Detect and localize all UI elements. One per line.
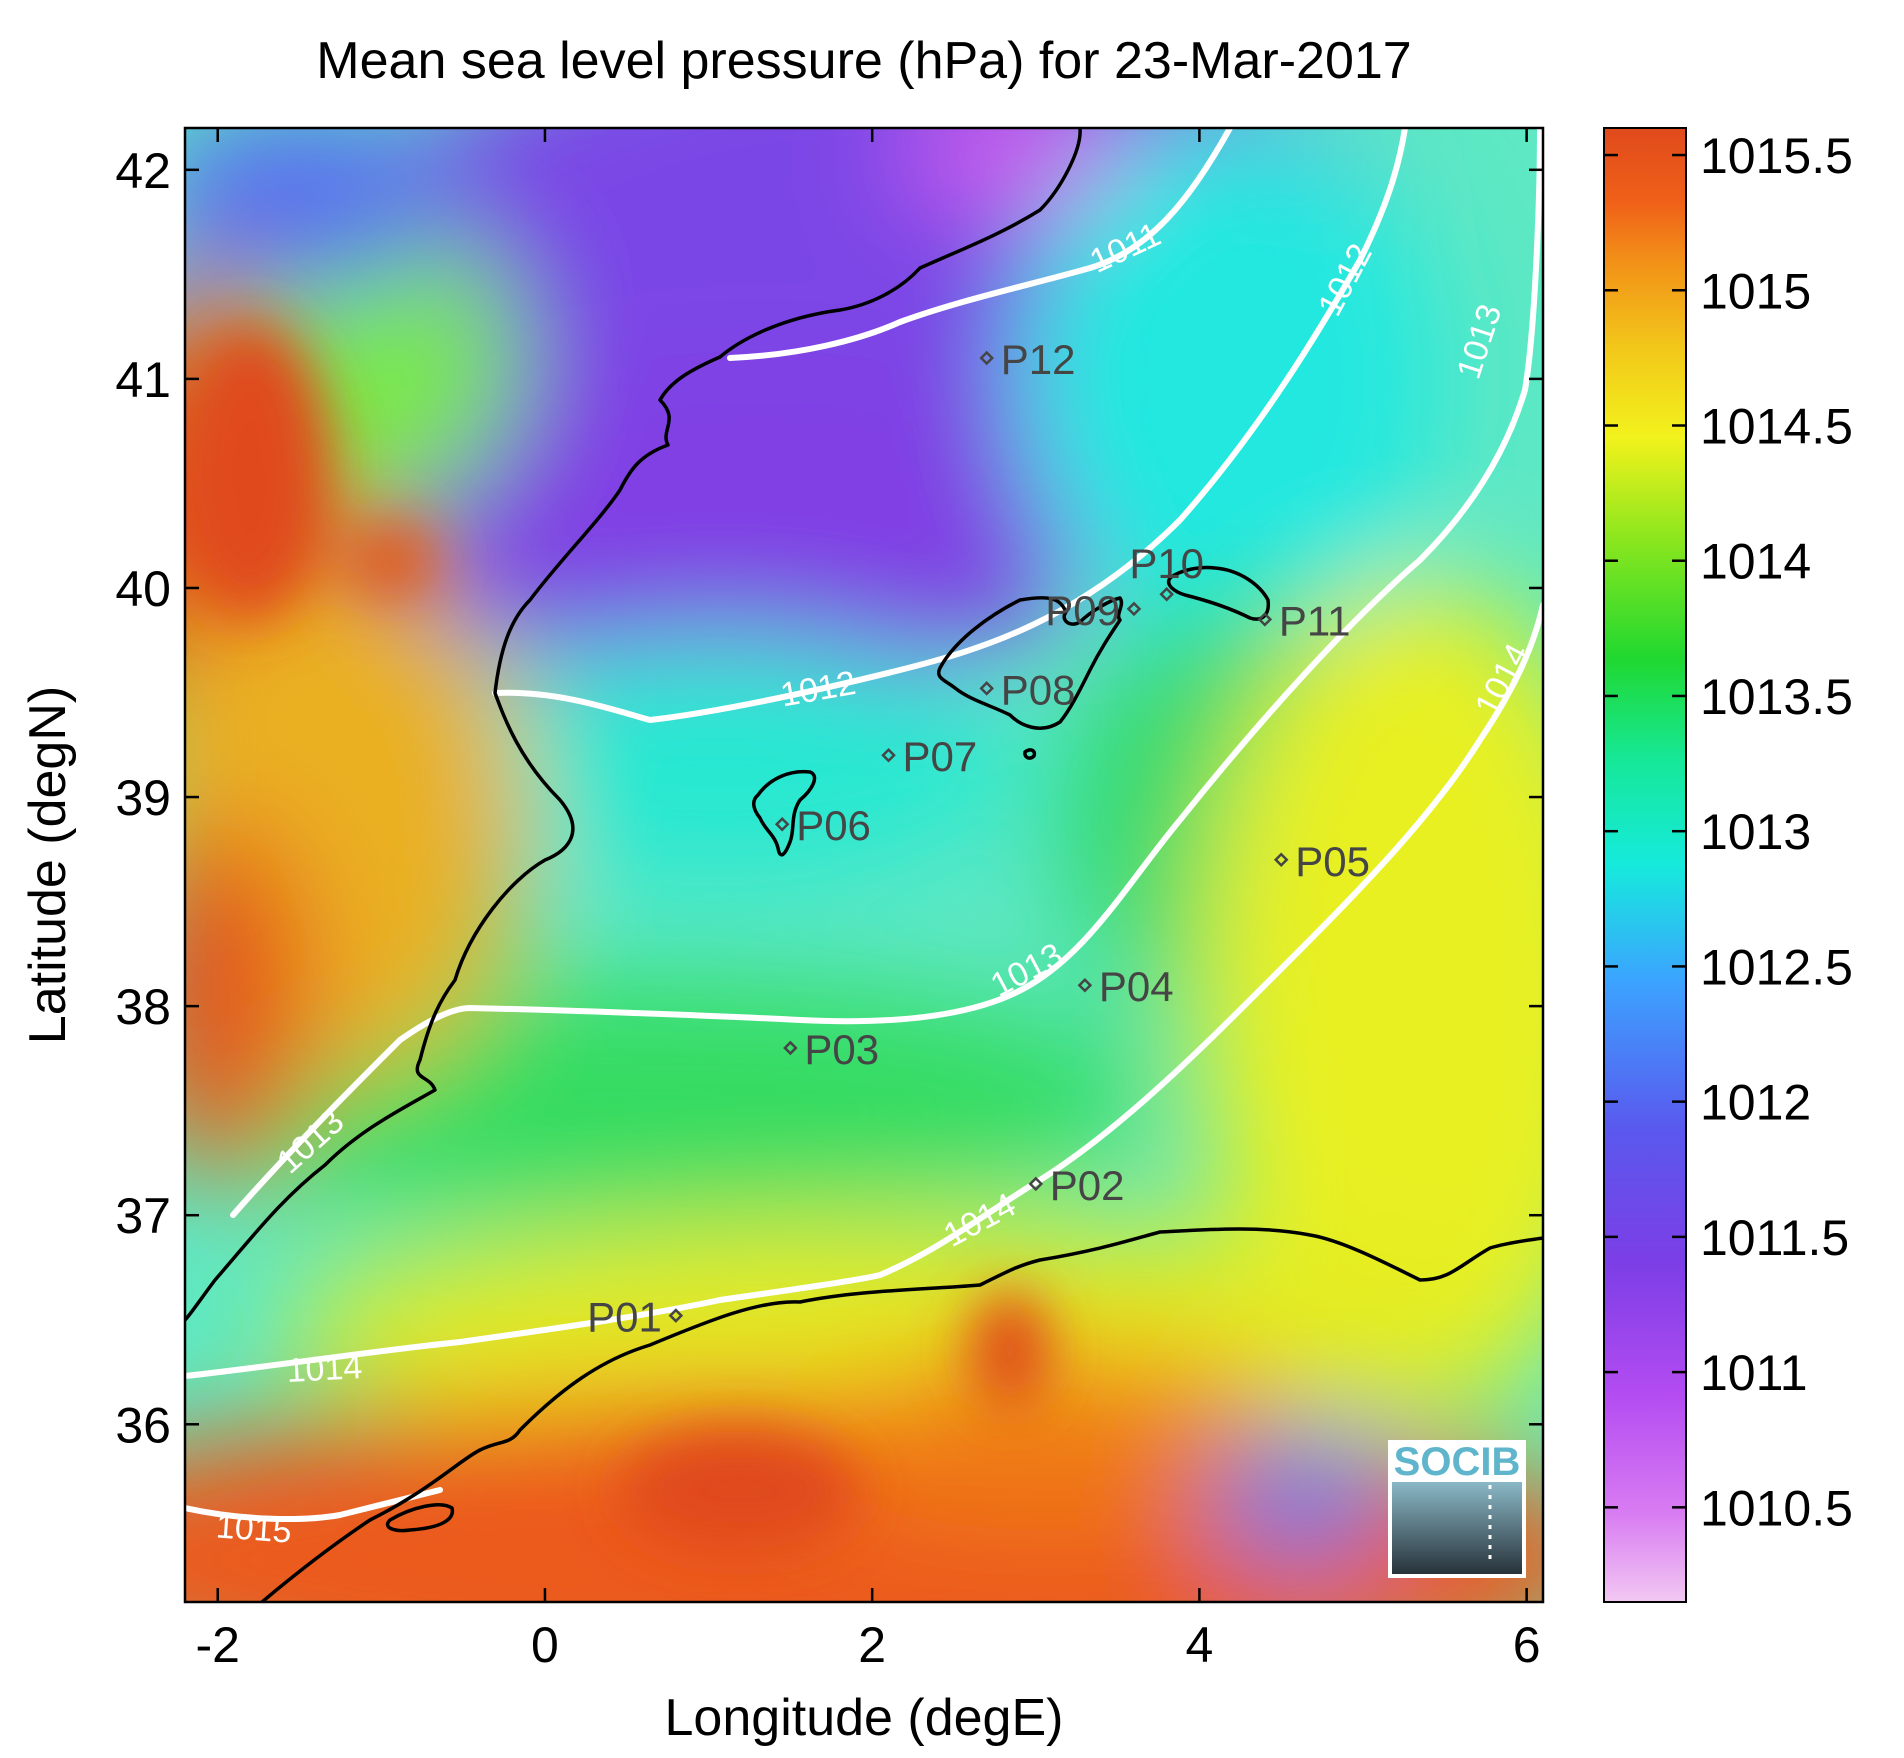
colorbar-tick-label: 1013 [1700,804,1811,860]
coastline-small-island [385,1503,455,1533]
station-label: P03 [804,1026,879,1073]
colorbar: 1010.5 1011 1011.5 1012 1012.5 1013 1013.5 1014… [1603,127,1853,1603]
colorbar-tick-label: 1011 [1700,1345,1808,1401]
coastline-ibiza [752,769,817,857]
colorbar-tick-label: 1012.5 [1700,939,1853,995]
station-label: P07 [903,733,978,780]
station-label: P11 [1279,597,1351,644]
x-tick-label: -2 [195,1617,239,1673]
station-label: P10 [1129,540,1204,587]
y-tick-label: 36 [115,1397,171,1453]
plot-frame [183,126,1545,1604]
socib-logo-text: SOCIB [1394,1440,1521,1484]
chart-title: Mean sea level pressure (hPa) for 23-Mar… [316,32,1411,90]
colorbar-tick-label: 1011.5 [1700,1210,1849,1266]
contour-1011 [727,128,1233,361]
coastline-cabrera [1023,748,1037,760]
x-tick-label: 6 [1513,1617,1541,1673]
station-label: P04 [1099,963,1174,1010]
station-label: P09 [1045,587,1120,634]
colorbar-ticks: 1010.5 1011 1011.5 1012 1012.5 1013 1013.5 1014… [1604,128,1853,1536]
station-marker [1126,601,1142,617]
colorbar-tick-label: 1015 [1700,263,1811,319]
station-marker [979,350,994,366]
pressure-field: 1011 1012 1012 1013 1013 1013 1014 1014 … [185,128,1543,1602]
x-tick-label: 0 [531,1617,559,1673]
station-label: P05 [1295,838,1370,885]
coastlines [185,128,1543,1602]
contour-label-1014: 1014 [286,1348,364,1390]
colorbar-tick-label: 1010.5 [1700,1480,1853,1536]
station-marker [668,1308,684,1323]
station-marker [783,1040,798,1056]
contour-1013 [230,128,1543,1218]
station-marker [1159,586,1174,602]
station-marker [1077,977,1093,993]
contour-lines [185,128,1543,1523]
station-label: P02 [1050,1162,1125,1209]
y-tick-label: 41 [115,352,171,408]
colorbar-tick-label: 1014 [1700,534,1811,590]
station-marker [1273,852,1289,868]
y-axis-label: Latitude (degN) [19,686,77,1044]
colorbar-tick-label: 1015.5 [1700,128,1853,184]
station-label: P12 [1001,336,1076,383]
colorbar-tick-label: 1012 [1700,1075,1811,1131]
coastline-africa [260,1227,1543,1602]
coastline-iberia [185,128,1082,1322]
coastline-mallorca [937,596,1124,730]
station-label: P06 [796,802,871,849]
y-tick-label: 39 [115,770,171,826]
x-tick-label: 2 [858,1617,886,1673]
colorbar-tick-label: 1013.5 [1700,669,1853,725]
x-axis-label: Longitude (degE) [665,1689,1064,1747]
station-label: P01 [587,1294,662,1341]
y-tick-label: 40 [115,561,171,617]
contour-1012 [492,128,1408,724]
station-marker [881,747,896,763]
colorbar-tick-label: 1014.5 [1700,399,1853,455]
station-label: P08 [1001,666,1076,713]
station-marker [774,816,790,832]
contour-1014 [185,602,1543,1379]
station-marker [1028,1176,1044,1192]
y-tick-label: 42 [115,143,171,199]
y-tick-label: 37 [115,1188,171,1244]
x-tick-label: 4 [1186,1617,1214,1673]
station-marker [979,681,994,696]
y-axis-ticks: 36 37 38 39 40 41 42 [115,143,1543,1453]
socib-logo: SOCIB [1388,1440,1526,1578]
y-tick-label: 38 [115,979,171,1035]
station-marker [1257,612,1273,627]
colorbar-gradient [1603,127,1687,1603]
contour-label-1015: 1015 [215,1507,293,1550]
x-axis-ticks: -2 0 2 4 6 [195,128,1541,1673]
